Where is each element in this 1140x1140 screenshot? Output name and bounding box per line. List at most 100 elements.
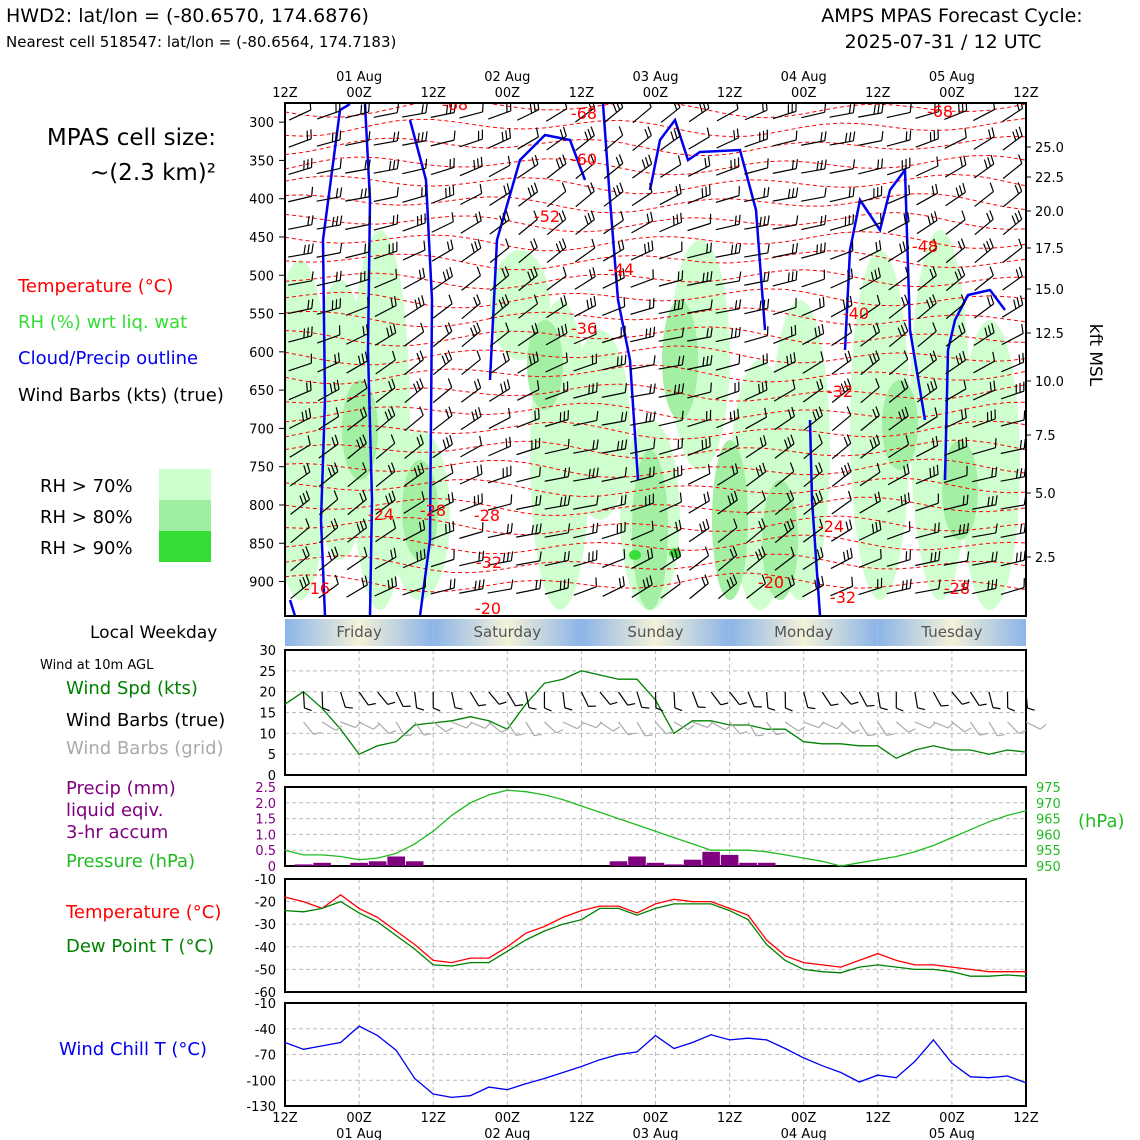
barb-feather [333,518,339,528]
barb-feather [670,131,675,141]
barb-feather [764,407,768,418]
barb-feather [624,325,626,336]
barb-shaft [1000,447,1025,455]
barb-feather [933,238,938,249]
profile-wind-barb [745,462,767,487]
barb-shaft [772,306,797,316]
data-point [1025,975,1027,977]
barb-shaft [402,586,426,596]
barb-feather [311,243,314,254]
barb-feather [699,103,703,113]
barb-feather [908,521,911,531]
data-point [784,854,786,856]
barb-feather [616,524,619,534]
barb-feather [587,184,592,195]
barb-shaft [886,111,911,119]
wind-barb-true [840,691,859,705]
barb-feather [530,184,535,195]
barb-feather [330,548,336,559]
profile-wind-barb [430,103,457,118]
barb-feather [451,212,454,222]
barb-feather [1012,131,1017,141]
barb-shaft [340,721,356,729]
profile-wind-barb [489,210,510,235]
barb-feather [567,578,570,588]
barb-feather [793,352,796,362]
barb-feather [564,707,573,711]
barb-feather [649,575,653,585]
barb-feather [592,267,596,277]
profile-wind-barb [917,266,937,291]
profile-wind-barb [516,409,540,429]
barb-shaft [888,358,909,376]
temperature-panel: -10-20-30-40-50-60 [255,873,1027,1001]
barb-feather [677,271,680,281]
profile-wind-barb [602,576,625,597]
y-tick-label: -70 [255,1049,276,1064]
barb-feather [1017,154,1023,164]
profile-wind-barb [858,549,882,568]
barb-shaft [803,721,819,729]
data-point [784,1047,786,1050]
barb-feather [1018,126,1023,137]
barb-feather [848,132,852,142]
profile-wind-barb [886,578,912,595]
barb-shaft [803,691,809,708]
barb-feather [501,296,507,307]
barb-feather [391,350,396,361]
barb-feather [763,272,766,282]
barb-feather [387,464,393,475]
profile-wind-barb [860,378,880,404]
profile-wind-barb [288,158,313,175]
profile-wind-barb [715,326,741,343]
barb-feather [644,734,653,737]
profile-wind-barb [544,523,571,538]
barb-shaft [687,473,711,485]
profile-wind-barb [744,326,769,343]
profile-wind-barb [772,130,798,147]
barb-feather [538,437,541,448]
barb-shaft [803,442,823,460]
barb-feather [681,383,685,393]
barb-shaft [546,135,567,151]
barb-feather [363,546,368,557]
data-point [710,903,712,905]
profile-wind-barb [746,546,766,572]
profile-wind-barb [659,492,683,513]
barb-feather [987,580,990,591]
barb-feather [930,381,935,391]
profile-wind-barb [488,155,511,178]
barb-feather [530,268,535,279]
profile-wind-barb [545,381,569,400]
barb-feather [869,439,874,449]
barb-feather [587,212,592,223]
barb-feather [818,462,823,472]
barb-shaft [917,359,937,375]
barb-feather [904,294,909,304]
profile-wind-barb [460,435,483,458]
profile-wind-barb [774,546,795,571]
barb-feather [845,521,849,531]
barb-shaft [784,721,799,732]
profile-wind-barb [774,490,795,516]
profile-wind-barb [318,407,340,431]
barb-shaft [603,106,624,124]
data-point [932,968,935,971]
profile-wind-barb [489,350,510,375]
barb-feather [536,380,540,390]
barb-feather [991,323,995,333]
barb-shaft [487,503,512,511]
profile-wind-barb [517,351,539,374]
barb-feather [307,215,310,226]
barb-feather [390,434,396,444]
data-point [506,950,508,952]
barb-feather [505,130,508,140]
wind-barb-true [302,691,312,712]
barb-feather [762,462,767,473]
barb-feather [759,437,764,447]
temperature-contour-label: -20 [475,599,501,618]
barb-feather [787,409,792,419]
wind-barb-true [1006,691,1015,712]
barb-shaft [858,140,882,146]
